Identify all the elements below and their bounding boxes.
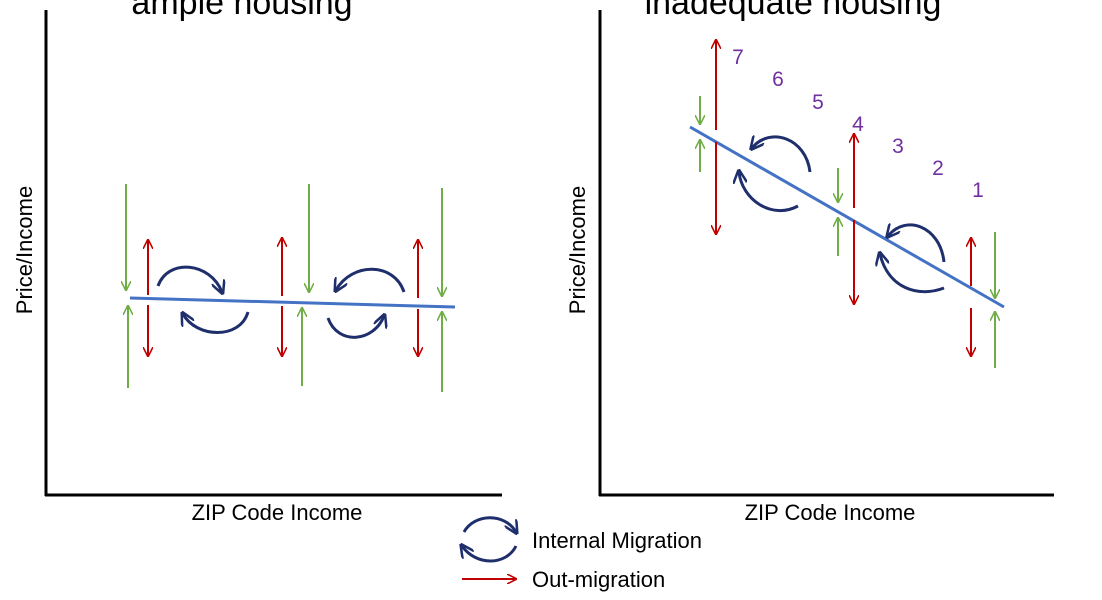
left-internal-migration-arrow-2 [183,312,250,334]
left-panel: ample housing Price/Income ZIP Code Inco… [12,0,502,525]
rank-label-3: 3 [892,135,904,158]
left-panel-title: ample housing [131,0,352,22]
legend-internal-migration-icon-bottom [462,546,518,563]
right-trend-line [689,125,1005,309]
left-trend-line [129,296,456,309]
right-internal-migration-arrow-1 [752,137,812,173]
left-x-axis-label: ZIP Code Income [192,500,363,525]
rank-label-5: 5 [812,91,824,114]
left-internal-migration-arrow-3 [336,267,406,292]
legend-internal-migration-icon-top [462,516,516,532]
right-x-axis-label: ZIP Code Income [745,500,916,525]
right-internal-migration-arrow-4 [880,254,945,294]
left-internal-migration-arrow-1 [156,265,222,292]
rank-label-7: 7 [732,46,744,69]
legend-internal-migration-label: Internal Migration [532,528,702,553]
right-panel: inadequate housing Price/Income ZIP Code… [565,0,1054,525]
rank-label-6: 6 [772,68,784,91]
legend-out-migration-label: Out-migration [532,567,665,592]
rank-label-2: 2 [932,157,944,180]
left-internal-migration-arrow-4 [326,316,384,339]
right-y-axis-label: Price/Income [565,186,590,314]
rank-label-1: 1 [972,179,984,202]
right-panel-title: inadequate housing [645,0,942,22]
right-internal-migration-arrow-2 [739,172,799,213]
right-internal-migration-arrow-3 [888,225,946,263]
left-y-axis-label: Price/Income [12,186,37,314]
rank-label-4: 4 [852,113,864,136]
legend: Internal Migration Out-migration [462,516,702,592]
